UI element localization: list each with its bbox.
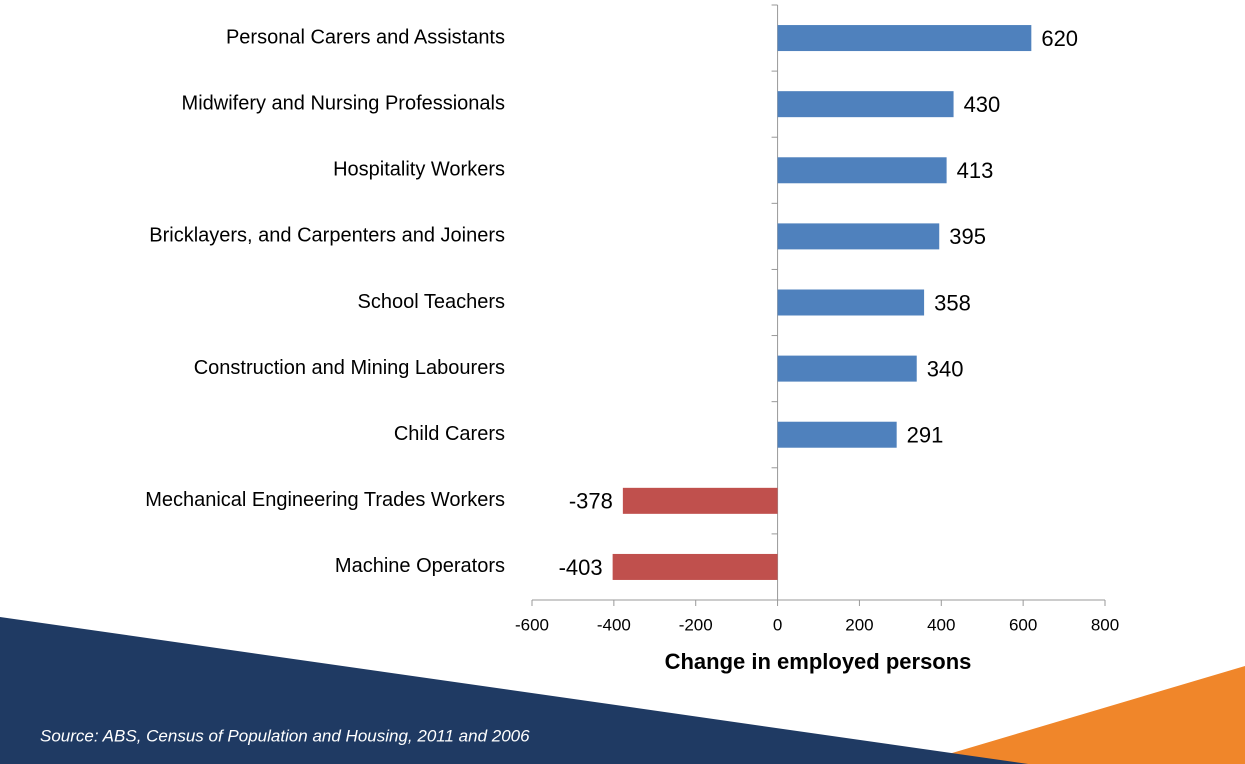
bar — [777, 223, 940, 250]
x-tick-label: 600 — [1009, 615, 1037, 634]
x-tick-label: 800 — [1091, 615, 1119, 634]
category-label: Hospitality Workers — [333, 159, 505, 181]
bar — [777, 421, 897, 448]
value-label: 340 — [927, 356, 964, 381]
value-label: 620 — [1041, 26, 1078, 51]
category-label: Child Carers — [394, 423, 505, 445]
x-tick-label: -200 — [679, 615, 713, 634]
x-tick-label: 0 — [773, 615, 782, 634]
source: Source: ABS, Census of Population and Ho… — [40, 726, 530, 745]
x-axis-title: Change in employed persons — [665, 649, 972, 674]
value-label: 413 — [957, 158, 994, 183]
bar — [777, 157, 947, 184]
value-label: 395 — [949, 224, 986, 249]
decor-orange — [915, 666, 1245, 764]
value-label: -403 — [559, 555, 603, 580]
bar — [777, 25, 1032, 52]
category-label: Bricklayers, and Carpenters and Joiners — [149, 225, 505, 247]
category-label: Midwifery and Nursing Professionals — [182, 92, 505, 114]
bar — [622, 487, 778, 514]
value-label: -378 — [569, 489, 613, 514]
decor-navy — [0, 617, 1245, 764]
x-tick-label: 400 — [927, 615, 955, 634]
x-tick-label: -600 — [515, 615, 549, 634]
value-label: 430 — [964, 92, 1001, 117]
bar — [612, 553, 778, 580]
category-label: School Teachers — [358, 291, 506, 313]
category-label: Personal Carers and Assistants — [226, 26, 505, 48]
bar — [777, 91, 954, 118]
value-label: 291 — [907, 423, 944, 448]
category-label: Mechanical Engineering Trades Workers — [145, 489, 505, 511]
category-label: Machine Operators — [335, 555, 505, 577]
bar — [777, 355, 917, 382]
bar — [777, 289, 925, 316]
value-label: 358 — [934, 290, 971, 315]
x-tick-label: 200 — [845, 615, 873, 634]
x-tick-label: -400 — [597, 615, 631, 634]
category-label: Construction and Mining Labourers — [194, 357, 505, 379]
